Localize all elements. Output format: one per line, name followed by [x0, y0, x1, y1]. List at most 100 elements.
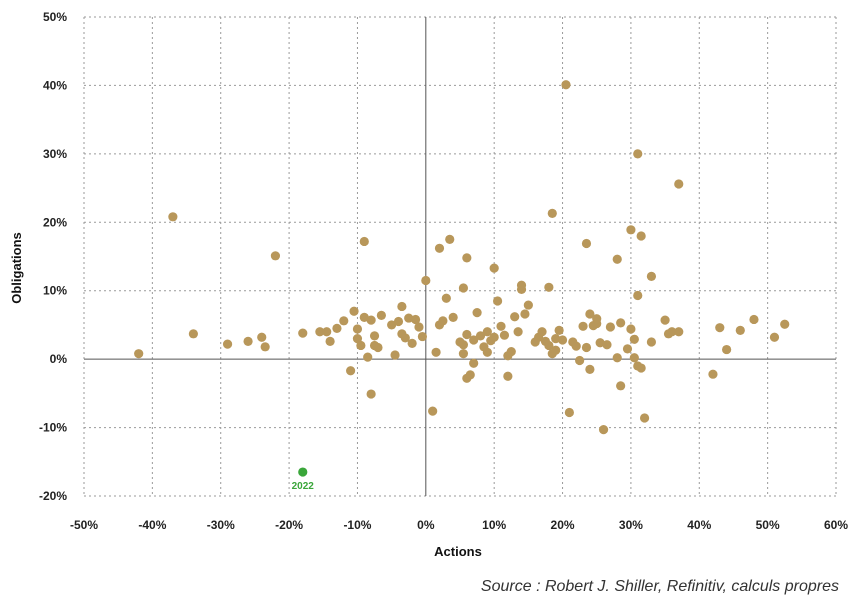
- data-point: [499, 330, 510, 340]
- y-tick-label: 50%: [43, 10, 67, 24]
- data-point: [465, 370, 475, 380]
- data-point: [448, 312, 458, 323]
- data-point: [544, 340, 554, 351]
- data-point: [475, 331, 486, 341]
- data-point: [503, 371, 513, 381]
- data-point: [571, 341, 581, 351]
- data-point: [356, 340, 366, 351]
- data-point: [646, 271, 657, 281]
- data-point: [376, 310, 386, 320]
- data-point: [462, 329, 472, 340]
- data-point: [629, 334, 639, 344]
- data-point: [469, 335, 479, 345]
- data-point: [636, 363, 646, 373]
- data-point: [667, 327, 677, 337]
- data-point: [222, 339, 233, 349]
- data-point: [557, 335, 568, 345]
- data-point: [168, 212, 178, 222]
- x-tick-labels: -50% -40% -30% -20% -10% 0% 10% 20% 30% 40% 50% 60%: [70, 518, 848, 532]
- data-point: [339, 316, 349, 326]
- data-point: [749, 314, 759, 325]
- data-point: [366, 315, 376, 325]
- data-point: [373, 342, 383, 353]
- y-axis-title: Obligations: [9, 232, 24, 304]
- data-point: [352, 334, 363, 344]
- data-point: [257, 332, 267, 342]
- data-point: [332, 323, 342, 333]
- data-point: [352, 324, 363, 334]
- data-point: [578, 321, 588, 331]
- data-point: [547, 208, 557, 218]
- x-tick-label: -30%: [207, 518, 235, 532]
- data-point: [260, 342, 270, 352]
- data-point: [510, 312, 520, 322]
- data-point: [708, 369, 718, 379]
- data-point: [325, 336, 335, 346]
- data-point: [349, 306, 359, 316]
- data-point: [513, 327, 523, 337]
- data-point: [322, 327, 332, 337]
- data-point: [605, 322, 616, 332]
- data-point: [438, 316, 448, 326]
- data-point: [482, 327, 492, 337]
- x-tick-label: 40%: [687, 518, 711, 532]
- data-point: [633, 149, 643, 159]
- zero-axes: [84, 17, 836, 496]
- data-point: [626, 324, 636, 334]
- data-point: [674, 179, 684, 189]
- data-point: [434, 243, 445, 253]
- data-point: [393, 316, 404, 327]
- data-point: [633, 290, 643, 301]
- data-point: [270, 251, 281, 261]
- data-point: [629, 353, 639, 363]
- data-point: [417, 331, 427, 342]
- x-axis-title: Actions: [434, 544, 482, 559]
- data-point: [482, 347, 492, 357]
- data-point: [134, 349, 144, 359]
- data-point: [390, 350, 400, 360]
- data-point: [397, 301, 407, 312]
- data-point: [188, 329, 198, 339]
- data-point: [581, 238, 592, 249]
- data-point: [410, 314, 421, 325]
- data-point: [366, 389, 376, 399]
- data-point: [646, 337, 657, 347]
- data-point: [616, 381, 626, 391]
- data-point: [496, 321, 506, 331]
- data-point: [551, 345, 561, 355]
- data-point: [674, 327, 684, 337]
- data-point: [639, 413, 650, 423]
- data-point: [544, 282, 554, 292]
- data-point: [575, 355, 585, 366]
- data-point: [445, 234, 455, 244]
- data-point: [489, 263, 499, 273]
- data-point: [506, 347, 516, 357]
- data-point: [602, 340, 612, 350]
- data-point: [431, 347, 441, 357]
- data-point: [387, 320, 397, 330]
- data-point: [441, 293, 451, 303]
- data-point: [564, 407, 574, 418]
- data-point: [359, 236, 369, 247]
- data-point: [551, 334, 561, 344]
- y-tick-label: 30%: [43, 147, 67, 161]
- y-tick-label: 40%: [43, 78, 67, 92]
- y-tick-label: -10%: [39, 421, 67, 435]
- data-point: [622, 344, 633, 354]
- data-point: [369, 331, 380, 341]
- data-point: [315, 327, 325, 337]
- data-point: [561, 80, 571, 90]
- data-point: [636, 231, 646, 241]
- data-point: [516, 280, 527, 290]
- data-point: [462, 253, 472, 263]
- source-note: Source : Robert J. Shiller, Refinitiv, c…: [480, 578, 839, 595]
- data-point: [722, 344, 732, 355]
- data-point: [585, 364, 595, 375]
- x-tick-label: 60%: [824, 518, 848, 532]
- x-tick-label: 20%: [551, 518, 575, 532]
- data-point: [598, 425, 609, 435]
- y-tick-label: 20%: [43, 215, 67, 229]
- data-point: [472, 308, 482, 318]
- data-point: [585, 309, 595, 319]
